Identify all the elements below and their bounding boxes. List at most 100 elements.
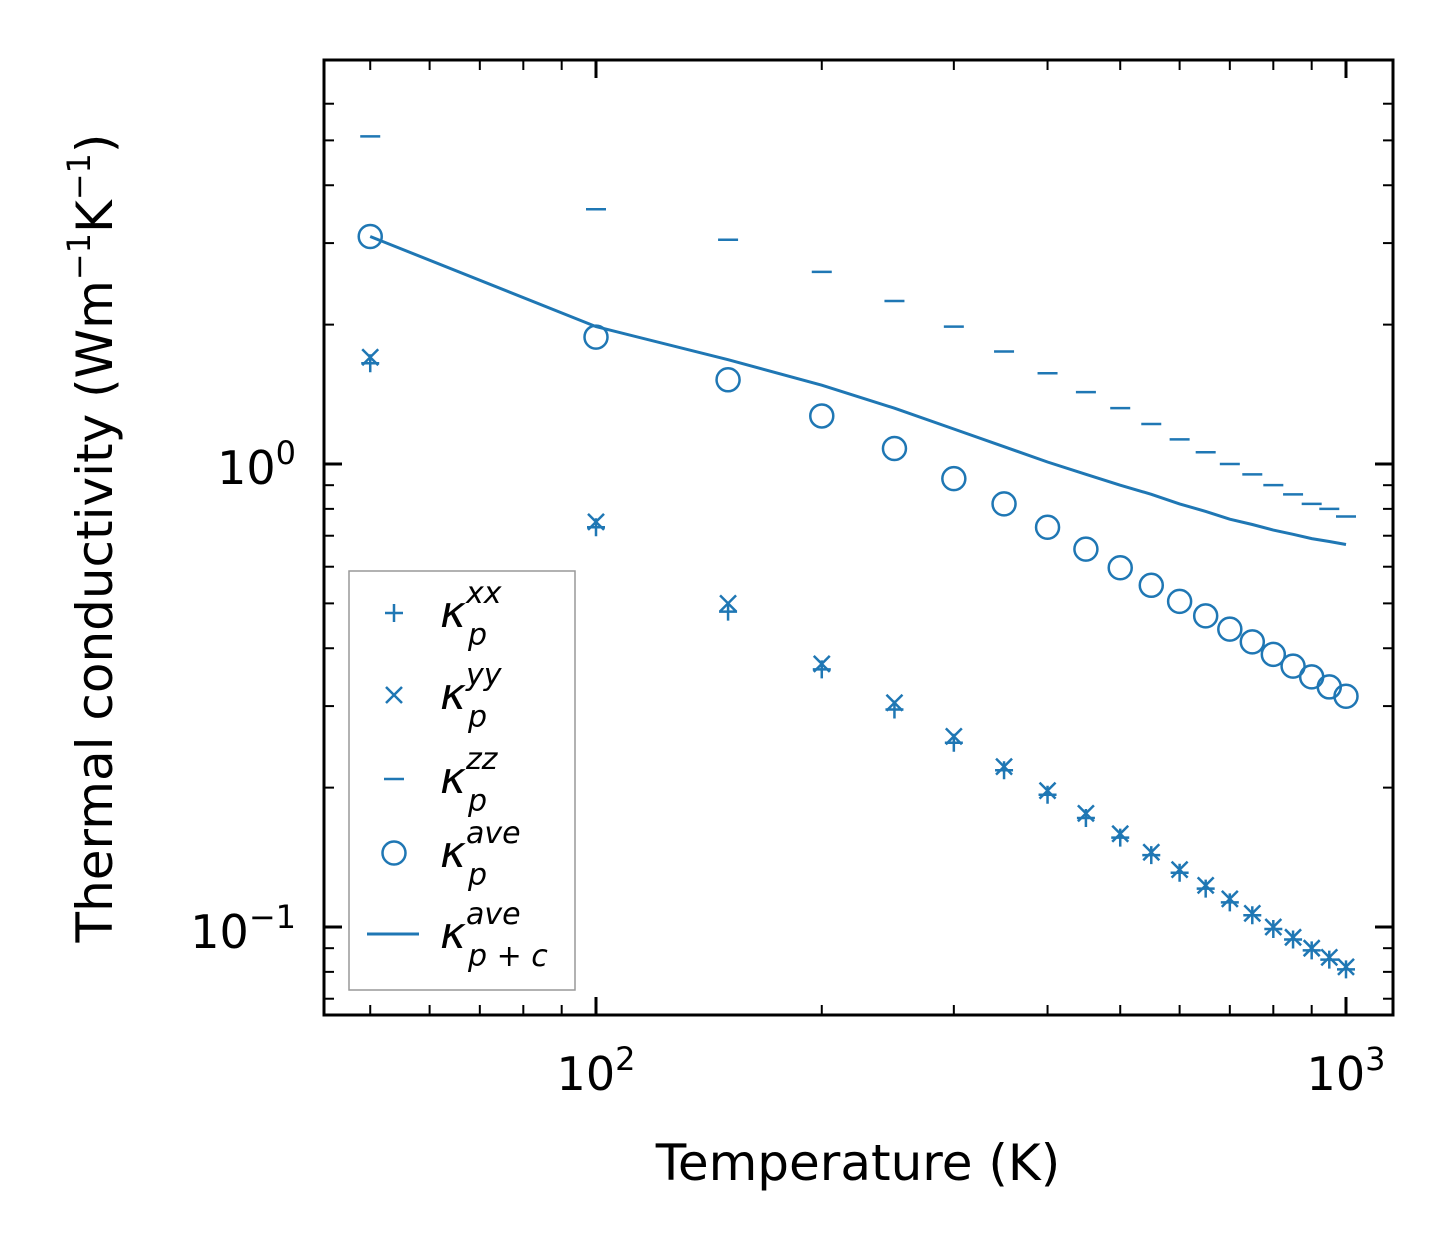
series-kappa_pc_ave	[369, 235, 1347, 546]
legend-symbol: κ	[440, 753, 466, 804]
y-tick-1-base: 10	[217, 441, 276, 495]
x-tick-1000-exp: 3	[1365, 1040, 1385, 1078]
data-point	[1142, 846, 1161, 865]
y-tick-1-exp: 0	[276, 434, 296, 472]
legend-symbol: κ	[440, 908, 466, 959]
data-point	[1077, 804, 1095, 823]
y-axis-label-suffix: )	[66, 134, 124, 154]
series-layer	[357, 135, 1359, 979]
y-tick-label-1: 100	[217, 434, 296, 495]
series-kappa_p_zz	[360, 135, 1356, 518]
data-point	[991, 491, 1017, 517]
legend-sub: p + c	[467, 939, 548, 974]
legend-label: κxx p	[440, 576, 502, 653]
legend-label: κave p + c	[440, 897, 548, 974]
data-point	[1073, 536, 1099, 562]
legend-entry-xx-0: κxx p	[385, 576, 502, 653]
data-point	[1111, 824, 1130, 843]
legend-sup: xx	[465, 576, 502, 611]
x-tick-label-100: 102	[557, 1040, 636, 1101]
data-point	[1107, 554, 1133, 581]
legend-sub: p	[467, 700, 487, 735]
data-point	[944, 727, 963, 746]
legend-marker-x	[385, 686, 403, 704]
x-tick-1000-base: 10	[1307, 1047, 1366, 1101]
y-axis-label: Thermal conductivity (Wm−1K−1)	[60, 134, 124, 944]
series-kappa_p_yy	[361, 348, 1355, 976]
data-point	[1220, 890, 1239, 908]
legend-symbol: κ	[440, 827, 466, 878]
legend-sub: p	[467, 858, 487, 893]
data-point	[809, 403, 835, 429]
data-point	[1264, 918, 1283, 936]
data-point	[1239, 629, 1266, 655]
data-point	[941, 465, 967, 492]
legend-label: κyy p	[440, 658, 503, 735]
data-point	[1337, 958, 1355, 976]
legend-sup: ave	[466, 816, 521, 851]
data-point	[719, 594, 737, 613]
data-point	[1142, 843, 1161, 862]
data-point	[1298, 664, 1325, 690]
y-tick-label-0.1: 10−1	[190, 898, 296, 959]
y-axis-label-exp2: −1	[60, 153, 98, 200]
data-point	[1166, 588, 1193, 615]
data-point	[885, 693, 904, 712]
data-point	[357, 223, 383, 250]
y-axis-label-prefix: Thermal conductivity (Wm	[66, 280, 124, 943]
data-point	[1333, 683, 1359, 710]
data-point	[995, 757, 1013, 776]
data-point	[1280, 653, 1306, 679]
legend-sup: ave	[466, 897, 521, 932]
data-point	[361, 348, 380, 367]
data-point	[1260, 641, 1287, 668]
data-point	[587, 512, 605, 531]
data-point	[1284, 928, 1302, 947]
x-tick-100-exp: 2	[615, 1040, 635, 1078]
data-point	[1302, 939, 1321, 958]
legend-symbol: κ	[440, 669, 466, 720]
x-tick-label-1000: 103	[1307, 1040, 1386, 1101]
legend-entry-yy-1: κyy p	[385, 658, 503, 735]
legend-marker-circle	[381, 840, 407, 866]
y-tick-0.1-base: 10	[190, 905, 249, 959]
legend-label: κave p	[440, 816, 521, 893]
data-point	[1320, 948, 1339, 967]
legend-entry-ave-4: κave p + c	[367, 897, 548, 974]
data-point	[881, 435, 908, 462]
data-point	[1038, 781, 1057, 800]
data-point	[1038, 785, 1057, 804]
data-point	[715, 367, 741, 393]
y-tick-0.1-exp: −1	[249, 898, 296, 936]
series-line-kappa_pc_ave	[369, 235, 1347, 546]
data-point	[1320, 950, 1339, 969]
data-point	[1196, 876, 1215, 895]
y-axis-label-mid: K	[66, 199, 124, 233]
data-point	[1243, 904, 1262, 923]
data-point	[1192, 603, 1219, 629]
legend-sup: zz	[465, 742, 499, 777]
data-point	[1034, 514, 1061, 541]
legend-sup: yy	[465, 658, 503, 693]
plot-area-frame	[322, 58, 1395, 1017]
data-point	[719, 602, 738, 621]
data-point	[1302, 941, 1321, 960]
legend-sub: p	[467, 784, 487, 819]
data-point	[1337, 960, 1355, 979]
data-point	[1220, 893, 1239, 912]
legend-label: κzz p	[440, 742, 499, 819]
y-axis-label-exp1: −1	[60, 233, 98, 280]
data-point	[1196, 879, 1215, 898]
minor-ticks	[324, 60, 1393, 1015]
data-point	[812, 655, 831, 673]
data-point	[1170, 863, 1189, 882]
legend-marker-plus	[385, 604, 403, 622]
data-point	[1264, 920, 1283, 939]
legend-entry-zz-2: κzz p	[384, 742, 499, 819]
major-ticks	[324, 60, 1393, 1015]
data-point	[1111, 828, 1130, 847]
data-point	[1217, 616, 1243, 642]
legend-sub: p	[467, 618, 487, 653]
